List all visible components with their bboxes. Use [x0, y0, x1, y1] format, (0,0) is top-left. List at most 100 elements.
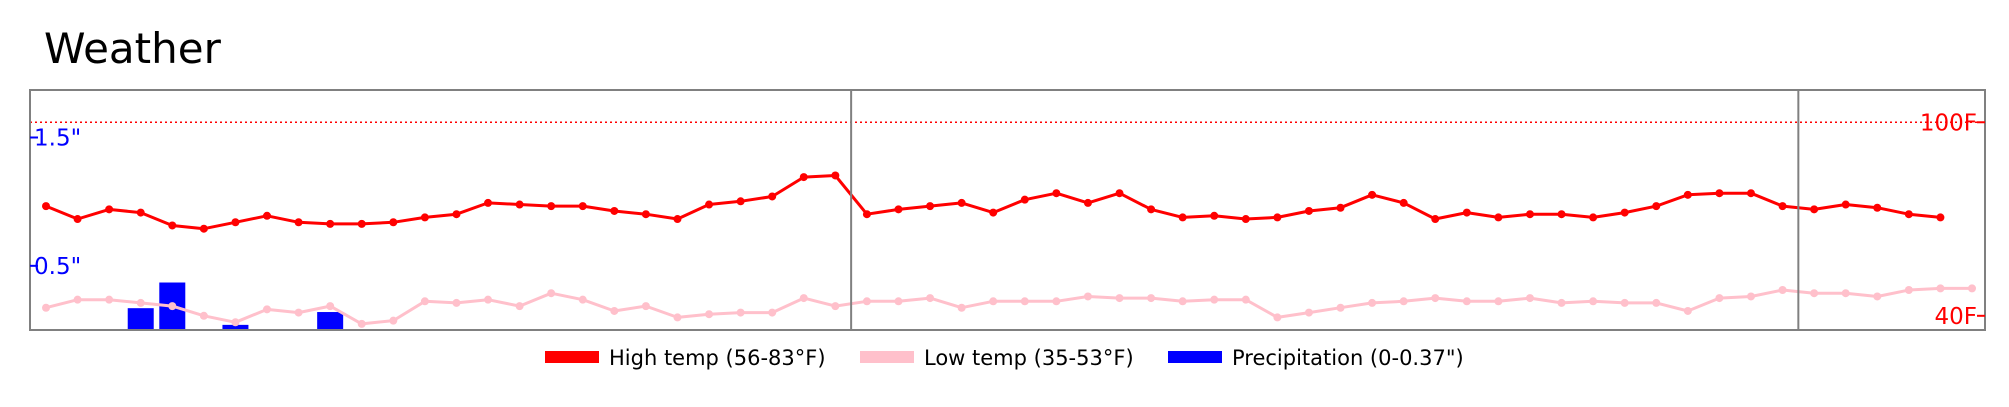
high-temp-point	[1462, 208, 1471, 217]
high-temp-point	[452, 210, 461, 219]
high-temp-point	[294, 218, 303, 227]
high-temp-point	[1273, 213, 1282, 222]
low-temp-point	[1462, 297, 1471, 306]
high-temp-point	[926, 202, 935, 211]
low-temp-point	[452, 298, 461, 307]
high-temp-point	[199, 224, 208, 233]
high-temp-point	[1841, 200, 1850, 209]
high-temp-point	[610, 206, 619, 215]
low-temp-point	[1273, 313, 1282, 322]
low-temp-point	[926, 294, 935, 303]
plot-frame	[29, 89, 1986, 331]
low-temp-point	[1431, 294, 1440, 303]
high-temp-point	[231, 218, 240, 227]
temp-tick-label: 40F	[1935, 304, 1978, 330]
high-temp-point	[1304, 206, 1313, 215]
high-temp-point	[1210, 211, 1219, 220]
legend-swatch-low	[860, 351, 914, 363]
low-temp-point	[1589, 297, 1598, 306]
low-temp-point	[1936, 284, 1945, 293]
legend-swatch-precip	[1168, 351, 1222, 363]
high-temp-point	[1368, 190, 1377, 199]
precip-tick-label: 1.5"	[34, 125, 81, 151]
high-temp-point	[768, 192, 777, 201]
low-temp-point	[610, 306, 619, 315]
high-temp-point	[136, 208, 145, 217]
low-temp-point	[1557, 298, 1566, 307]
low-temp-point	[1968, 284, 1976, 293]
legend-label-high: High temp (56-83°F)	[609, 346, 826, 370]
low-temp-point	[42, 303, 50, 312]
high-temp-point	[799, 173, 808, 182]
low-temp-point	[1147, 294, 1156, 303]
high-temp-point	[862, 210, 871, 219]
low-temp-point	[1841, 289, 1850, 298]
high-temp-point	[515, 200, 524, 209]
precip-bar	[127, 308, 154, 330]
high-temp-point	[1873, 203, 1882, 212]
low-temp-point	[1652, 298, 1661, 307]
low-temp-point	[1210, 295, 1219, 304]
high-temp-point	[1494, 213, 1503, 222]
low-temp-point	[1746, 292, 1755, 301]
low-temp-point	[1873, 292, 1882, 301]
low-temp-point	[1304, 308, 1313, 317]
high-temp-point	[42, 202, 50, 211]
high-temp-point	[1746, 189, 1755, 198]
low-temp-point	[1115, 294, 1124, 303]
high-temp-point	[263, 211, 272, 220]
high-temp-point	[705, 200, 714, 209]
low-temp-point	[420, 297, 429, 306]
high-temp-point	[326, 219, 335, 228]
legend-swatch-high	[545, 351, 599, 363]
low-temp-point	[1399, 297, 1408, 306]
low-temp-point	[957, 303, 966, 312]
low-temp-point	[705, 310, 714, 319]
precip-bar	[317, 312, 344, 330]
low-temp-point	[199, 311, 208, 320]
high-temp-point	[1778, 202, 1787, 211]
low-temp-point	[1904, 286, 1913, 294]
low-temp-point	[1178, 297, 1187, 306]
low-temp-point	[484, 295, 493, 304]
low-temp-point	[894, 297, 903, 306]
high-temp-point	[1431, 215, 1440, 224]
low-temp-point	[515, 302, 524, 311]
high-temp-point	[641, 210, 650, 219]
high-temp-point	[1052, 189, 1061, 198]
high-temp-point	[1904, 210, 1913, 219]
low-temp-point	[1083, 292, 1092, 301]
low-temp-point	[389, 316, 398, 325]
low-temp-point	[547, 289, 556, 298]
low-temp-point	[263, 305, 272, 314]
low-temp-point	[673, 313, 682, 322]
low-temp-point	[578, 295, 587, 304]
high-temp-point	[1525, 210, 1534, 219]
low-temp-point	[1810, 289, 1819, 298]
high-temp-point	[1020, 195, 1029, 204]
high-temp-point	[1715, 189, 1724, 198]
axes: 1.5" 0.5" 100F 40F	[30, 110, 1985, 330]
low-temp-line	[45, 286, 1972, 326]
high-temp-point	[357, 219, 366, 228]
high-temp-point	[73, 215, 82, 224]
high-temp-point	[547, 202, 556, 211]
legend: High temp (56-83°F) Low temp (35-53°F) P…	[545, 346, 1464, 370]
high-temp-point	[831, 171, 840, 180]
high-temp-point	[1115, 189, 1124, 198]
temp-tick-label: 100F	[1920, 110, 1977, 136]
low-temp-point	[768, 308, 777, 317]
high-temp-point	[1557, 210, 1566, 219]
high-temp-point	[105, 205, 114, 214]
low-temp-point	[831, 302, 840, 311]
low-temp-point	[1778, 286, 1787, 294]
high-temp-point	[1936, 213, 1945, 222]
precip-tick-label: 0.5"	[34, 254, 81, 280]
low-temp-point	[326, 302, 335, 311]
low-temp-point	[1525, 294, 1534, 303]
low-temp-point	[1020, 297, 1029, 306]
low-temp-point	[168, 302, 177, 311]
high-temp-point	[1810, 205, 1819, 214]
low-temp-point	[73, 295, 82, 304]
